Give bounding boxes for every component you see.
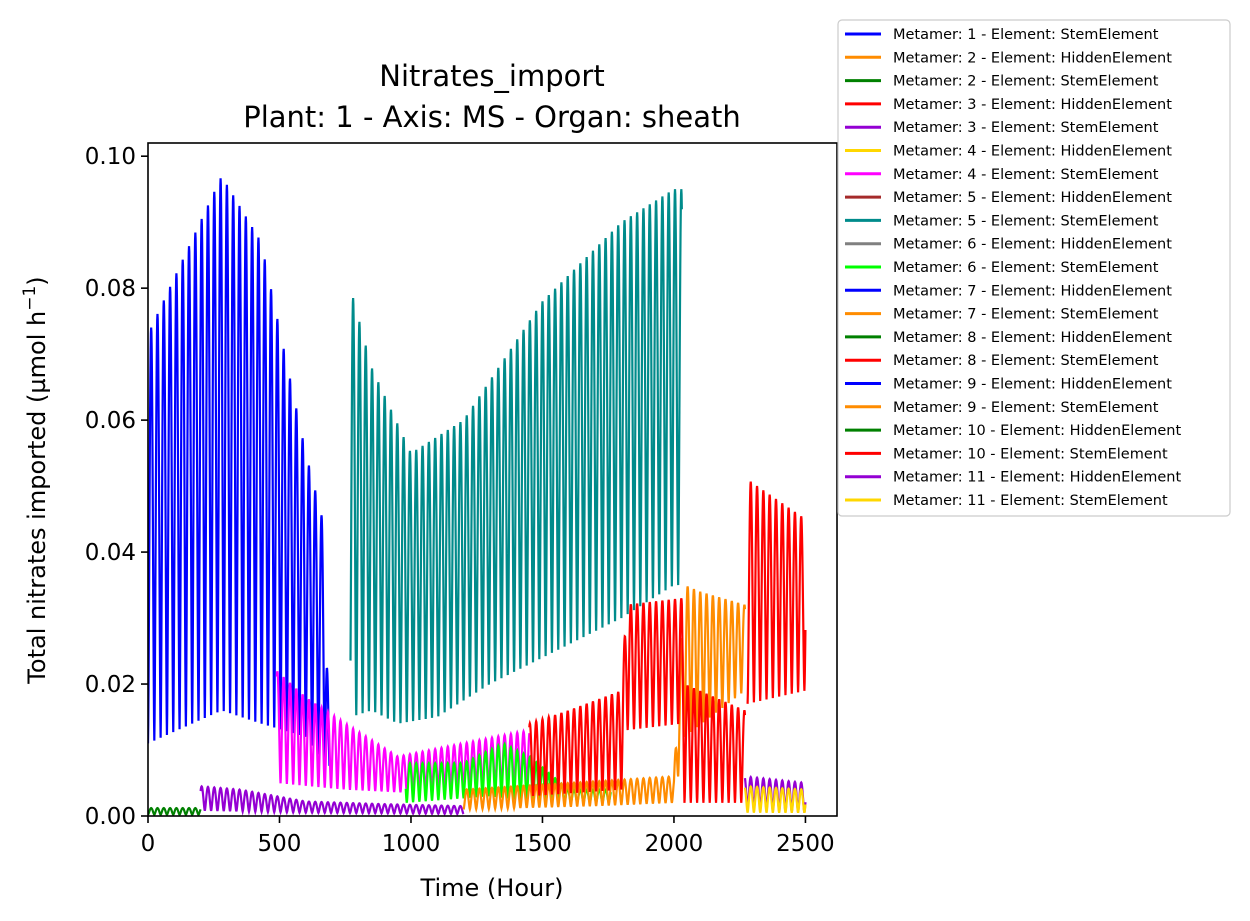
y-axis-label-main: Total nitrates imported (µmol h bbox=[23, 311, 51, 685]
legend-entry: Metamer: 7 - Element: StemElement bbox=[845, 307, 1159, 323]
legend-entry: Metamer: 6 - Element: HiddenElement bbox=[845, 237, 1172, 253]
legend-label: Metamer: 8 - Element: StemElement bbox=[893, 353, 1159, 369]
legend-entry: Metamer: 3 - Element: HiddenElement bbox=[845, 97, 1172, 113]
legend-entry: Metamer: 8 - Element: HiddenElement bbox=[845, 330, 1172, 346]
legend-entry: Metamer: 11 - Element: StemElement bbox=[845, 493, 1168, 509]
x-axis-label: Time (Hour) bbox=[420, 874, 564, 902]
series-line-5 bbox=[199, 784, 465, 816]
legend-entry: Metamer: 8 - Element: StemElement bbox=[845, 353, 1159, 369]
y-tick-label: 0.10 bbox=[85, 144, 136, 170]
legend-entry: Metamer: 3 - Element: StemElement bbox=[845, 120, 1159, 136]
legend-entry: Metamer: 4 - Element: HiddenElement bbox=[845, 144, 1172, 160]
series-line-1 bbox=[148, 178, 331, 766]
series-line-19 bbox=[746, 481, 807, 704]
legend-label: Metamer: 2 - Element: StemElement bbox=[893, 74, 1159, 90]
legend: Metamer: 1 - Element: StemElement Metamer… bbox=[837, 19, 1231, 517]
legend-label: Metamer: 5 - Element: HiddenElement bbox=[893, 190, 1172, 206]
legend-label: Metamer: 4 - Element: StemElement bbox=[893, 167, 1159, 183]
y-axis-label-close: ) bbox=[23, 276, 51, 285]
y-tick-label: 0.08 bbox=[85, 276, 136, 302]
legend-box bbox=[837, 19, 1231, 517]
y-tick-label: 0.06 bbox=[85, 408, 136, 434]
legend-label: Metamer: 3 - Element: StemElement bbox=[893, 120, 1159, 136]
legend-entry: Metamer: 4 - Element: StemElement bbox=[845, 167, 1159, 183]
legend-entry: Metamer: 10 - Element: HiddenElement bbox=[845, 423, 1181, 439]
legend-label: Metamer: 6 - Element: HiddenElement bbox=[893, 237, 1172, 253]
series-line-3 bbox=[148, 806, 202, 816]
legend-label: Metamer: 3 - Element: HiddenElement bbox=[893, 97, 1172, 113]
legend-label: Metamer: 9 - Element: StemElement bbox=[893, 400, 1159, 416]
legend-entry: Metamer: 9 - Element: HiddenElement bbox=[845, 377, 1172, 393]
legend-entry: Metamer: 6 - Element: StemElement bbox=[845, 260, 1159, 276]
legend-label: Metamer: 10 - Element: HiddenElement bbox=[893, 423, 1181, 439]
legend-entries: Metamer: 1 - Element: StemElement Metamer… bbox=[845, 27, 1181, 509]
x-tick-label: 1000 bbox=[382, 831, 441, 857]
legend-entry: Metamer: 10 - Element: StemElement bbox=[845, 446, 1168, 462]
legend-label: Metamer: 11 - Element: HiddenElement bbox=[893, 470, 1181, 486]
x-tick-label: 1500 bbox=[513, 831, 572, 857]
legend-label: Metamer: 8 - Element: HiddenElement bbox=[893, 330, 1172, 346]
x-tick-label: 2000 bbox=[645, 831, 704, 857]
legend-label: Metamer: 6 - Element: StemElement bbox=[893, 260, 1159, 276]
legend-label: Metamer: 11 - Element: StemElement bbox=[893, 493, 1168, 509]
y-tick-label: 0.04 bbox=[85, 540, 136, 566]
legend-entry: Metamer: 11 - Element: HiddenElement bbox=[845, 470, 1181, 486]
series-line-13 bbox=[462, 586, 747, 814]
legend-entry: Metamer: 5 - Element: HiddenElement bbox=[845, 190, 1172, 206]
legend-label: Metamer: 10 - Element: StemElement bbox=[893, 446, 1168, 462]
series-layer bbox=[148, 178, 807, 816]
chart-title: Nitrates_import bbox=[379, 59, 604, 93]
x-tick-label: 500 bbox=[258, 831, 302, 857]
x-tick-label: 0 bbox=[141, 831, 156, 857]
legend-label: Metamer: 4 - Element: HiddenElement bbox=[893, 144, 1172, 160]
series-line-15 bbox=[528, 598, 747, 803]
legend-label: Metamer: 5 - Element: StemElement bbox=[893, 213, 1159, 229]
y-tick-label: 0.02 bbox=[85, 672, 136, 698]
y-tick-label: 0.00 bbox=[85, 804, 136, 830]
legend-entry: Metamer: 2 - Element: HiddenElement bbox=[845, 50, 1172, 66]
y-axis-ticks: 0.00 0.02 0.04 0.06 0.08 0.10 bbox=[85, 144, 148, 830]
legend-entry: Metamer: 1 - Element: StemElement bbox=[845, 27, 1159, 43]
legend-label: Metamer: 2 - Element: HiddenElement bbox=[893, 50, 1172, 66]
legend-entry: Metamer: 9 - Element: StemElement bbox=[845, 400, 1159, 416]
y-axis-label: Total nitrates imported (µmol h−1) bbox=[20, 276, 51, 684]
chart-subtitle: Plant: 1 - Axis: MS - Organ: sheath bbox=[243, 100, 741, 134]
legend-label: Metamer: 9 - Element: HiddenElement bbox=[893, 377, 1172, 393]
series-line-21 bbox=[743, 784, 807, 813]
plot-frame bbox=[147, 142, 838, 817]
y-axis-label-superscript: −1 bbox=[20, 286, 40, 311]
legend-entry: Metamer: 2 - Element: StemElement bbox=[845, 74, 1159, 90]
legend-entry: Metamer: 7 - Element: HiddenElement bbox=[845, 283, 1172, 299]
x-tick-label: 2500 bbox=[776, 831, 835, 857]
legend-entry: Metamer: 5 - Element: StemElement bbox=[845, 213, 1159, 229]
x-axis-ticks: 0 500 1000 1500 2000 2500 bbox=[141, 816, 835, 857]
legend-label: Metamer: 1 - Element: StemElement bbox=[893, 27, 1159, 43]
legend-label: Metamer: 7 - Element: StemElement bbox=[893, 307, 1159, 323]
series-line-9 bbox=[349, 189, 683, 724]
legend-label: Metamer: 7 - Element: HiddenElement bbox=[893, 283, 1172, 299]
